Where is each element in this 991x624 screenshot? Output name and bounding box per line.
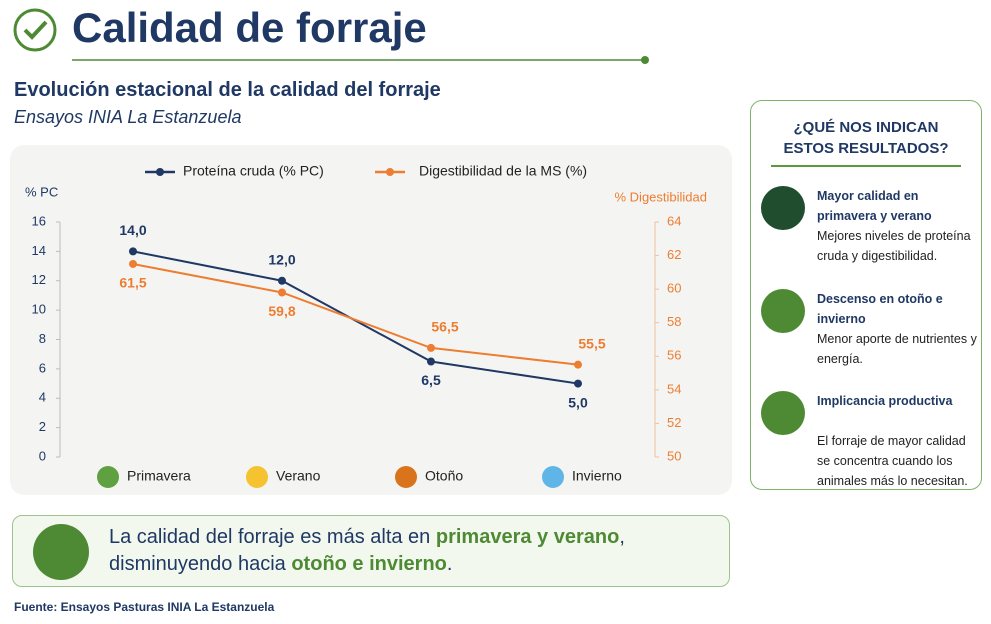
- y-tick-label: 8: [39, 331, 46, 346]
- point: [574, 379, 582, 388]
- legend-marker: [156, 168, 164, 176]
- x-tick-label: Invierno: [572, 468, 622, 484]
- title: Calidad de forraje: [72, 4, 427, 51]
- x-tick-label: Verano: [276, 468, 321, 484]
- grass-icon: [33, 524, 89, 580]
- y-tick-label: 12: [32, 272, 46, 287]
- y-tick-label: 14: [32, 243, 46, 258]
- y2-tick-label: 62: [667, 247, 681, 262]
- point: [427, 343, 435, 352]
- legend-marker: [386, 168, 394, 176]
- data-label: 12,0: [268, 251, 295, 267]
- chart: % PC % Digestibilidad 0 2 4 6 8 10 12 14 16 50 52 5…: [10, 8, 732, 495]
- text: , disminuyendo hacia: [109, 526, 625, 575]
- y2-tick-label: 64: [667, 213, 681, 228]
- legend-label: Proteína cruda (% PC): [183, 163, 324, 179]
- series-line: [132, 262, 579, 366]
- y-axis-label: % PC: [25, 184, 58, 199]
- check-icon: [13, 8, 57, 52]
- data-label: 55,5: [578, 335, 605, 351]
- item-title: Implicancia productiva: [817, 394, 953, 408]
- y-tick-label: 2: [39, 419, 46, 434]
- data-label: 14,0: [119, 222, 146, 238]
- point: [574, 360, 582, 369]
- icon: [761, 289, 805, 333]
- chart-panel: [10, 145, 732, 495]
- item-title: Descenso en otoño e invierno: [817, 292, 943, 326]
- highlight: primavera y verano: [435, 526, 620, 548]
- item-title: Mayor calidad en primavera y verano: [817, 189, 932, 223]
- point: [129, 259, 137, 268]
- item-text: Menor aporte de nutrientes y energía.: [817, 332, 977, 366]
- y2-tick-label: 52: [667, 415, 681, 430]
- rule-dot: [641, 56, 649, 64]
- x-tick-label: Primavera: [127, 468, 191, 484]
- message-box: La calidad del forraje es más alta en pr…: [12, 515, 730, 587]
- data-label: 5,0: [568, 394, 588, 410]
- message: La calidad del forraje es más alta en pr…: [109, 524, 709, 578]
- data-label: 56,5: [431, 319, 458, 335]
- item-text: El forraje de mayor calidad se concentra…: [817, 434, 968, 488]
- icon: [761, 186, 805, 230]
- season-icon: [246, 466, 268, 488]
- check-mark: [23, 20, 48, 40]
- x-tick-label: Otoño: [425, 468, 463, 484]
- point: [427, 357, 435, 366]
- point: [278, 288, 286, 297]
- footer: Fuente: Ensayos Pasturas INIA La Estanzu…: [14, 600, 275, 614]
- y-tick-label: 4: [39, 390, 46, 405]
- legend-label: Digestibilidad de la MS (%): [419, 163, 587, 179]
- point: [278, 276, 286, 285]
- y2-tick-label: 56: [667, 348, 681, 363]
- side-panel: ¿QUÉ NOS INDICAN ESTOS RESULTADOS? Mayor…: [750, 100, 982, 490]
- season-icon: [395, 466, 417, 488]
- text: .: [446, 553, 453, 575]
- subtitle: Evolución estacional de la calidad del f…: [14, 79, 441, 101]
- data-label: 61,5: [119, 275, 146, 291]
- y2-tick-label: 50: [667, 448, 681, 463]
- y2-tick-label: 58: [667, 314, 681, 329]
- data-label: 59,8: [268, 303, 295, 319]
- season-icon: [97, 466, 119, 488]
- data-label: 6,5: [421, 372, 441, 388]
- source-line: Ensayos INIA La Estanzuela: [14, 107, 242, 127]
- highlight: otoño e invierno: [291, 553, 447, 575]
- y-tick-label: 16: [32, 213, 46, 228]
- panel-heading: ¿QUÉ NOS INDICAN ESTOS RESULTADOS?: [771, 117, 961, 167]
- y-tick-label: 10: [32, 302, 46, 317]
- y2-axis-label: % Digestibilidad: [615, 189, 708, 204]
- item-text: Mejores niveles de proteína cruda y dige…: [817, 229, 971, 263]
- y-tick-label: 0: [39, 448, 46, 463]
- icon: [761, 391, 805, 435]
- y2-tick-label: 54: [667, 381, 681, 396]
- y2-tick-label: 60: [667, 281, 681, 296]
- point: [129, 247, 137, 256]
- text: La calidad del forraje es más alta en: [109, 526, 431, 548]
- season-icon: [542, 466, 564, 488]
- y-tick-label: 6: [39, 360, 46, 375]
